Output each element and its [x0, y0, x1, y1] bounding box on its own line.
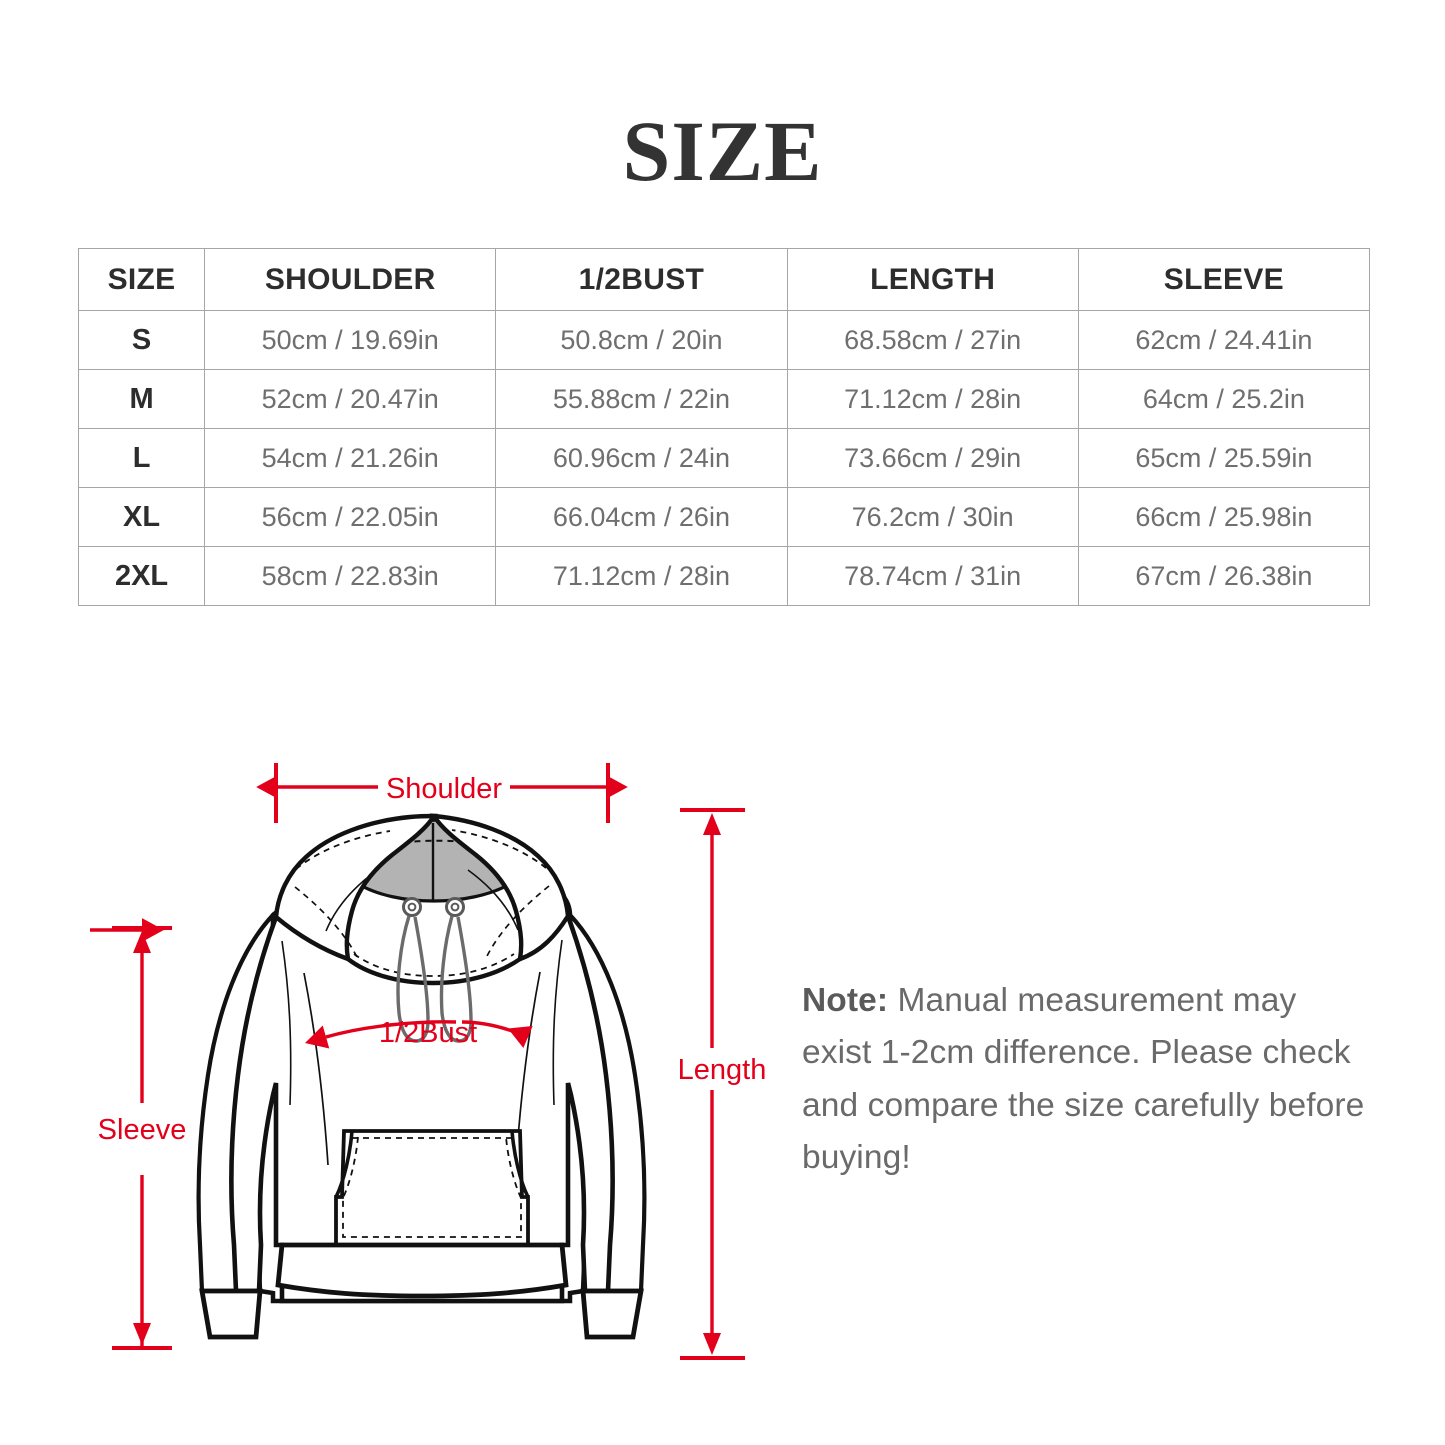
- side-seam-left: [303, 972, 329, 1166]
- drawstring-left: [396, 915, 430, 1043]
- cell-shoulder: 58cm / 22.83in: [204, 546, 497, 606]
- hood-panel-left: [273, 813, 438, 963]
- cuff-right: [580, 1288, 644, 1340]
- fold-right-sleeve: [552, 939, 563, 1106]
- fold-left-sleeve: [281, 940, 292, 1106]
- neckline: [346, 957, 522, 986]
- note-text: Manual measurement may exist 1-2cm diffe…: [802, 982, 1365, 1176]
- half-bust-arrow-left: [305, 1020, 457, 1049]
- hoodie-measurement-diagram: Shoulder 1/2Bust Sleeve Lengt: [90, 745, 790, 1385]
- cell-size: 2XL: [77, 546, 206, 606]
- measure-half-bust: 1/2Bust: [305, 1017, 533, 1049]
- cell-half-bust: 71.12cm / 28in: [495, 546, 788, 606]
- hood-lining-stitch: [370, 839, 503, 850]
- cell-shoulder: 50cm / 19.69in: [204, 310, 497, 370]
- shoulder-label: Shoulder: [386, 773, 502, 805]
- sleeve-arrowhead-top: [133, 931, 151, 953]
- column-header-size: SIZE: [77, 248, 206, 311]
- length-label: Length: [678, 1054, 767, 1086]
- cell-length: 68.58cm / 27in: [786, 310, 1079, 370]
- cell-shoulder: 54cm / 21.26in: [204, 428, 497, 488]
- measure-shoulder: Shoulder: [256, 763, 628, 823]
- table-header-row: SIZE SHOULDER 1/2BUST LENGTH SLEEVE: [77, 248, 1371, 311]
- cell-length: 76.2cm / 30in: [786, 487, 1079, 547]
- cell-size: XL: [77, 487, 206, 547]
- kangaroo-pocket: [334, 1129, 530, 1247]
- half-bust-arrow-right: [461, 1020, 533, 1048]
- pocket-stitch-outline: [342, 1136, 522, 1238]
- cell-shoulder: 56cm / 22.05in: [204, 487, 497, 547]
- cuff-left: [199, 1288, 263, 1340]
- table-row: L 54cm / 21.26in 60.96cm / 24in 73.66cm …: [77, 428, 1371, 488]
- hood-fold-left: [325, 870, 377, 932]
- size-chart-container: SIZE SHOULDER 1/2BUST LENGTH SLEEVE S 50…: [77, 248, 1371, 606]
- pocket-curve-right: [510, 1130, 530, 1198]
- cell-sleeve: 66cm / 25.98in: [1077, 487, 1371, 547]
- length-arrowhead-bottom: [703, 1333, 721, 1355]
- shoulder-seam-right: [485, 885, 550, 959]
- column-header-sleeve: SLEEVE: [1077, 248, 1371, 311]
- page-title: SIZE: [622, 103, 823, 199]
- neckline-stitch: [353, 953, 515, 977]
- cell-size: S: [77, 310, 206, 370]
- pocket-curve-left: [334, 1130, 354, 1198]
- hood-stitch-left: [295, 830, 391, 870]
- note-block: Note: Manual measurement may exist 1-2cm…: [802, 975, 1372, 1184]
- hood-fold-right: [467, 869, 519, 931]
- measure-length: Length: [678, 808, 767, 1360]
- table-row: M 52cm / 20.47in 55.88cm / 22in 71.12cm …: [77, 369, 1371, 429]
- sleeve-label: Sleeve: [98, 1114, 187, 1146]
- cell-half-bust: 50.8cm / 20in: [495, 310, 788, 370]
- cell-half-bust: 60.96cm / 24in: [495, 428, 788, 488]
- half-bust-label: 1/2Bust: [379, 1017, 477, 1049]
- grommet-left-hole: [407, 902, 417, 912]
- cell-sleeve: 64cm / 25.2in: [1077, 369, 1371, 429]
- cell-length: 71.12cm / 28in: [786, 369, 1079, 429]
- measure-sleeve: Sleeve: [90, 918, 187, 1350]
- cell-sleeve: 67cm / 26.38in: [1077, 546, 1371, 606]
- cell-size: M: [77, 369, 206, 429]
- cell-shoulder: 52cm / 20.47in: [204, 369, 497, 429]
- column-header-shoulder: SHOULDER: [204, 248, 497, 311]
- column-header-half-bust: 1/2BUST: [495, 248, 788, 311]
- cell-length: 78.74cm / 31in: [786, 546, 1079, 606]
- sleeve-arrowhead-bottom: [133, 1323, 151, 1345]
- table-row: 2XL 58cm / 22.83in 71.12cm / 28in 78.74c…: [77, 546, 1371, 606]
- cell-sleeve: 65cm / 25.59in: [1077, 428, 1371, 488]
- grommet-right-hole: [450, 902, 460, 912]
- hood-stitch-right: [451, 829, 547, 869]
- cell-sleeve: 62cm / 24.41in: [1077, 310, 1371, 370]
- length-arrowhead-top: [703, 813, 721, 835]
- hoodie-illustration: [196, 813, 647, 1340]
- cell-half-bust: 55.88cm / 22in: [495, 369, 788, 429]
- table-row: S 50cm / 19.69in 50.8cm / 20in 68.58cm /…: [77, 310, 1371, 370]
- column-header-length: LENGTH: [786, 248, 1079, 311]
- drawstring-right: [439, 915, 473, 1043]
- cell-length: 73.66cm / 29in: [786, 428, 1079, 488]
- cell-half-bust: 66.04cm / 26in: [495, 487, 788, 547]
- note-label: Note:: [802, 982, 889, 1019]
- shoulder-seam-left: [294, 886, 359, 960]
- size-chart-table: SIZE SHOULDER 1/2BUST LENGTH SLEEVE S 50…: [77, 248, 1371, 606]
- hem-band: [275, 1242, 569, 1299]
- table-row: XL 56cm / 22.05in 66.04cm / 26in 76.2cm …: [77, 487, 1371, 547]
- cell-size: L: [77, 428, 206, 488]
